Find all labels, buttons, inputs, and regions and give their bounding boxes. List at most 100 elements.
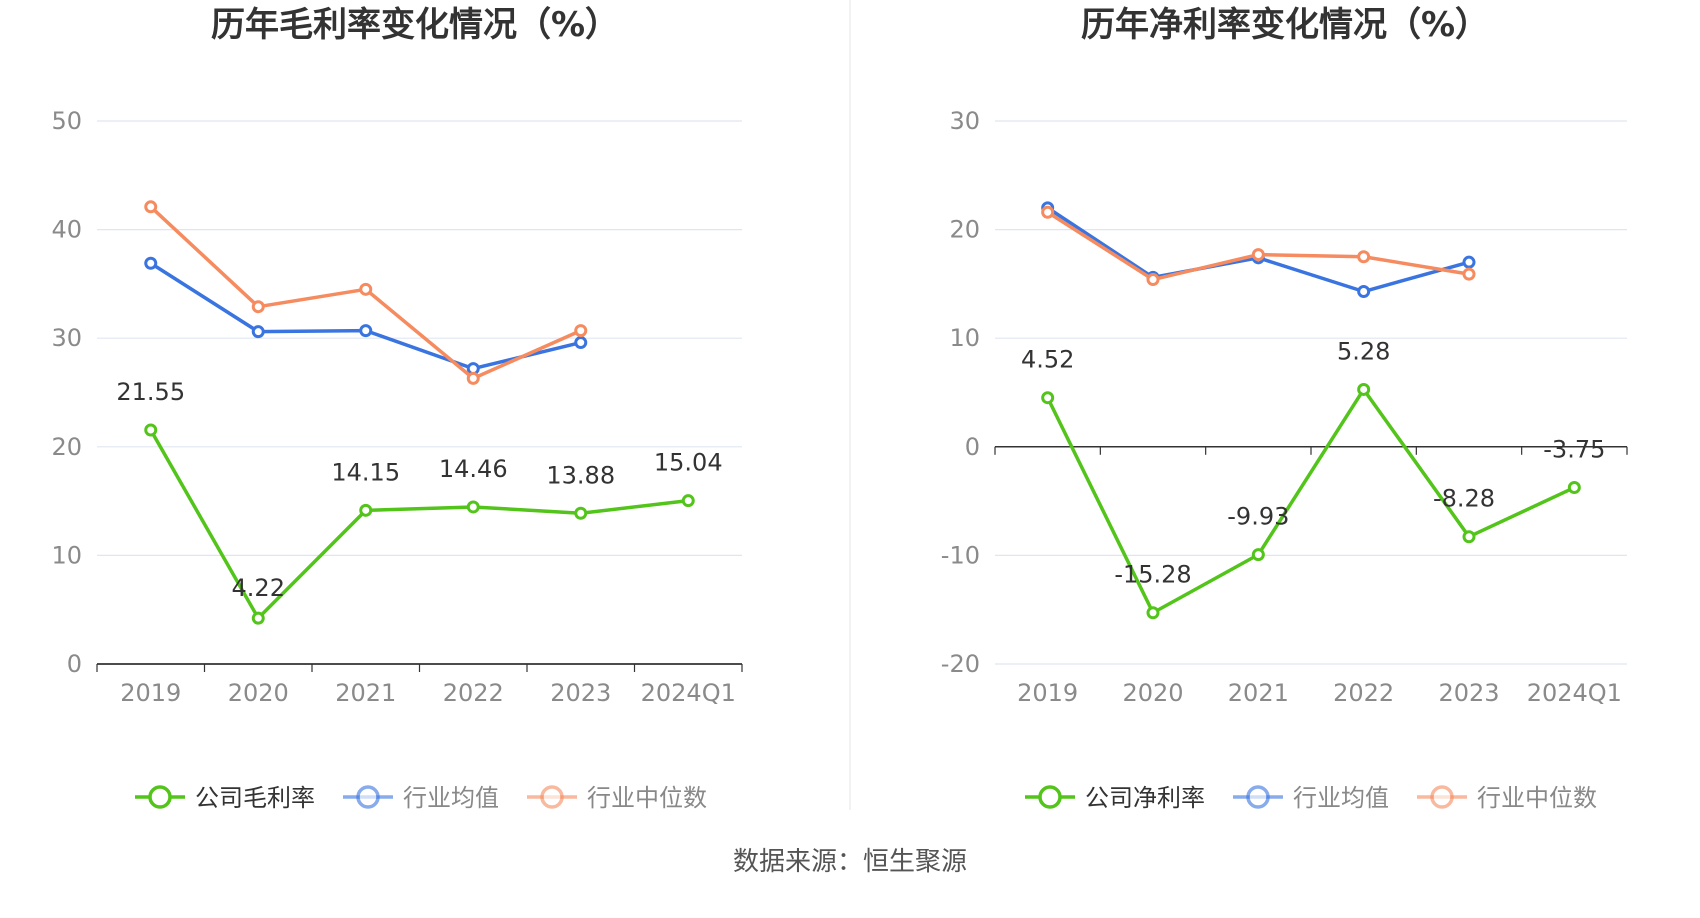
y-tick-label: 20	[51, 433, 82, 461]
data-label: 4.52	[1021, 346, 1074, 374]
x-tick-label: 2024Q1	[1527, 679, 1622, 707]
legend-marker	[148, 785, 172, 809]
data-label: -15.28	[1114, 561, 1191, 589]
series-path	[1046, 210, 1470, 282]
y-axis-ticks: 30 20 10 0 -10 -20	[941, 107, 980, 678]
legend[interactable]: 公司净利率 行业均值 行业中位数	[1025, 784, 1597, 812]
data-label: 14.15	[331, 458, 400, 486]
y-tick-label: 30	[51, 324, 82, 352]
x-tick-label: 2020	[1122, 679, 1183, 707]
data-point[interactable]	[1146, 273, 1160, 287]
legend-item[interactable]: 行业均值	[343, 784, 499, 812]
data-point[interactable]	[1357, 250, 1371, 264]
y-tick-label: -10	[941, 541, 980, 569]
data-point[interactable]	[251, 325, 265, 339]
y-tick-label: 20	[949, 216, 980, 244]
data-point[interactable]	[681, 494, 695, 508]
data-label: -9.93	[1227, 503, 1289, 531]
data-point[interactable]	[1462, 255, 1476, 269]
x-axis: 2019 2020 2021 2022 2023 2024Q1	[96, 663, 743, 707]
series-line	[1041, 205, 1476, 287]
data-point[interactable]	[1357, 285, 1371, 299]
grid	[97, 120, 742, 665]
data-label: 14.46	[439, 455, 508, 483]
source-note: 数据来源：恒生聚源	[733, 847, 967, 877]
legend[interactable]: 公司毛利率 行业均值 行业中位数	[135, 784, 707, 812]
data-point[interactable]	[574, 324, 588, 338]
legend-item[interactable]: 行业均值	[1233, 784, 1389, 812]
series-line	[144, 256, 588, 376]
legend-marker	[1246, 785, 1270, 809]
legend-label: 行业中位数	[1477, 784, 1597, 812]
chart-title: 历年净利率变化情况（%）	[1081, 5, 1489, 45]
x-tick-label: 2020	[228, 679, 289, 707]
y-axis-ticks: 50 40 30 20 10 0	[51, 107, 82, 678]
data-point[interactable]	[359, 282, 373, 296]
series-path	[149, 261, 582, 371]
data-point[interactable]	[359, 324, 373, 338]
data-point[interactable]	[1357, 382, 1371, 396]
y-tick-label: 40	[51, 216, 82, 244]
data-point[interactable]	[1462, 530, 1476, 544]
data-point[interactable]	[251, 300, 265, 314]
data-point[interactable]	[1041, 391, 1055, 405]
legend-item[interactable]: 行业中位数	[527, 784, 707, 812]
series-path	[149, 429, 689, 620]
y-tick-label: 0	[67, 650, 82, 678]
data-point[interactable]	[359, 503, 373, 517]
legend-item[interactable]: 公司毛利率	[135, 784, 315, 812]
data-labels: 4.52 -15.28 -9.93 5.28 -8.28 -3.75	[1021, 337, 1605, 588]
data-label: 15.04	[654, 449, 723, 477]
data-point[interactable]	[251, 611, 265, 625]
legend-label: 行业中位数	[587, 784, 707, 812]
legend-item[interactable]: 行业中位数	[1417, 784, 1597, 812]
legend-label: 公司净利率	[1085, 784, 1205, 812]
x-tick-label: 2019	[1017, 679, 1078, 707]
x-tick-label: 2021	[335, 679, 396, 707]
data-point[interactable]	[466, 500, 480, 514]
chart-title: 历年毛利率变化情况（%）	[211, 5, 619, 45]
data-point[interactable]	[144, 256, 158, 270]
x-tick-label: 2024Q1	[641, 679, 736, 707]
data-point[interactable]	[144, 200, 158, 214]
legend-marker	[1430, 785, 1454, 809]
data-point[interactable]	[574, 506, 588, 520]
x-tick-label: 2022	[443, 679, 504, 707]
data-point[interactable]	[1041, 205, 1055, 219]
legend-label: 行业均值	[403, 784, 499, 812]
legend-label: 行业均值	[1293, 784, 1389, 812]
y-tick-label: 10	[51, 541, 82, 569]
x-axis: 2019 2020 2021 2022 2023 2024Q1	[994, 446, 1628, 707]
x-tick-label: 2022	[1333, 679, 1394, 707]
data-label: -3.75	[1543, 436, 1605, 464]
data-label: -8.28	[1433, 485, 1495, 513]
x-tick-label: 2019	[120, 679, 181, 707]
series-line	[144, 423, 695, 625]
series-path	[1046, 387, 1576, 615]
y-tick-label: 30	[949, 107, 980, 135]
data-label: 5.28	[1337, 337, 1390, 365]
data-point[interactable]	[1567, 481, 1581, 495]
data-label: 21.55	[116, 378, 185, 406]
data-point[interactable]	[1146, 606, 1160, 620]
legend-item[interactable]: 公司净利率	[1025, 784, 1205, 812]
y-tick-label: 10	[949, 324, 980, 352]
data-point[interactable]	[1462, 267, 1476, 281]
data-point[interactable]	[1251, 248, 1265, 262]
data-point[interactable]	[1251, 548, 1265, 562]
data-point[interactable]	[574, 336, 588, 350]
series-line	[1041, 382, 1581, 620]
y-tick-label: -20	[941, 650, 980, 678]
legend-marker	[540, 785, 564, 809]
data-point[interactable]	[144, 423, 158, 437]
series-line	[144, 200, 588, 385]
data-point[interactable]	[466, 371, 480, 385]
series	[1041, 201, 1581, 620]
data-label: 4.22	[232, 574, 285, 602]
data-labels: 21.55 4.22 14.15 14.46 13.88 15.04	[116, 378, 722, 602]
x-tick-label: 2023	[1438, 679, 1499, 707]
legend-label: 公司毛利率	[195, 784, 315, 812]
legend-marker	[356, 785, 380, 809]
